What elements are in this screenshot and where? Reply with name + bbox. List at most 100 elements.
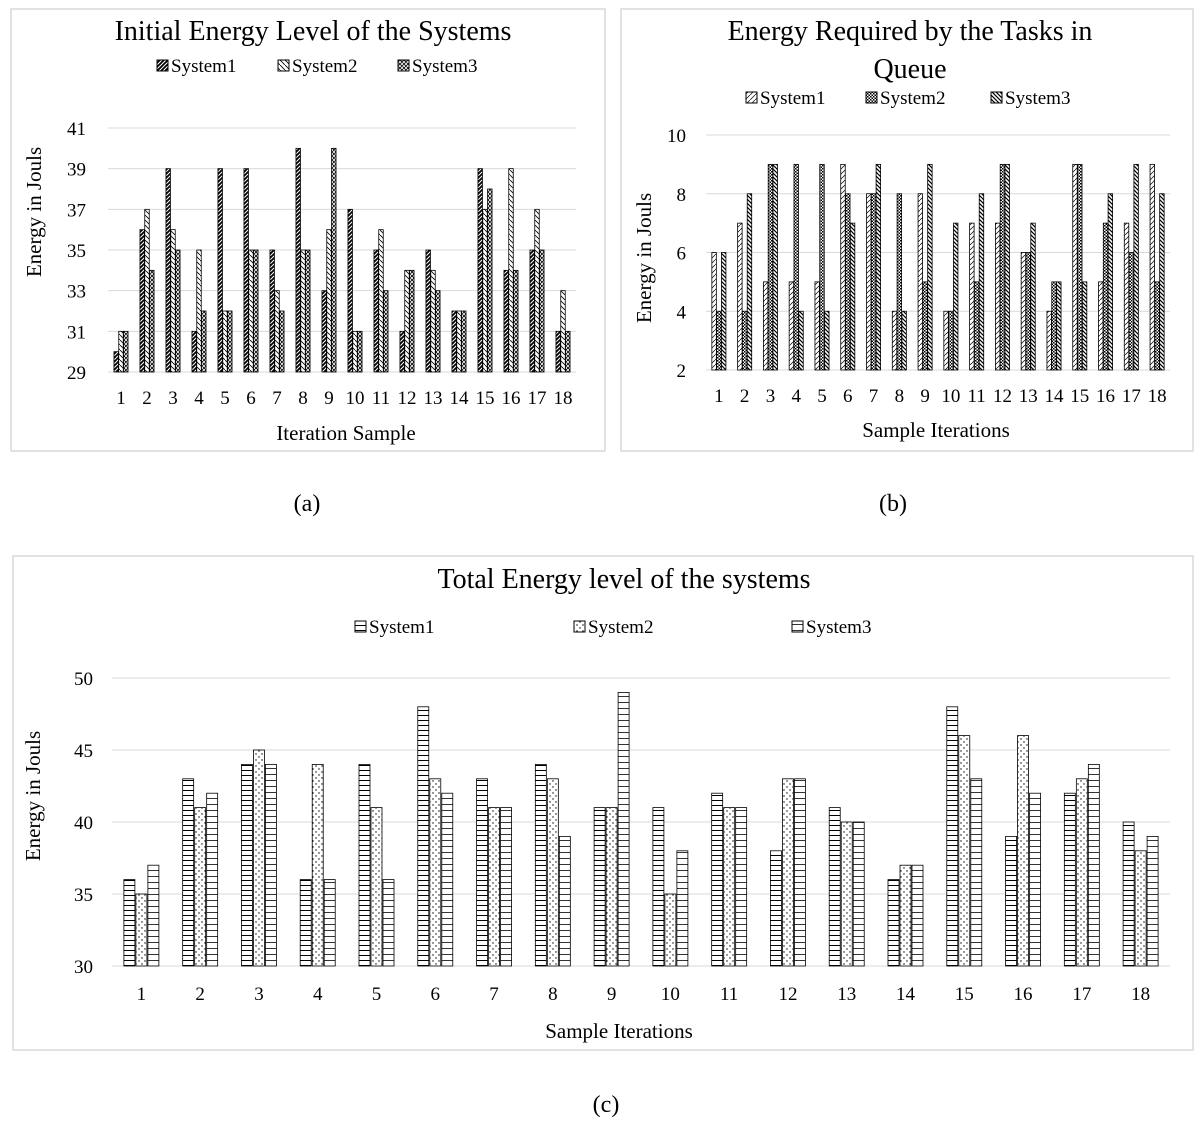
bar-system1 [321,290,327,373]
panel-a-frame [10,8,606,452]
x-tick-label: 14 [450,388,470,409]
y-tick-label: 4 [677,302,687,323]
bar-system1 [399,330,405,373]
x-tick-label: 14 [896,984,916,1005]
x-tick-label: 18 [554,388,573,409]
bar-system2 [1154,281,1160,371]
bar-system2 [767,163,774,371]
bar-system1 [788,281,795,371]
bar-system3 [382,879,395,967]
bar-system1 [165,168,171,373]
x-tick-label: 8 [298,388,308,409]
bar-system3 [824,310,830,371]
bar-system1 [529,249,535,373]
bar-system3 [409,269,415,373]
x-tick-label: 11 [968,386,986,407]
x-tick-label: 2 [195,984,205,1005]
bar-system2 [1075,778,1088,967]
bar-system3 [1133,163,1139,371]
bar-system2 [311,764,324,967]
x-tick-label: 9 [324,388,334,409]
bar-system3 [911,864,924,967]
bar-system3 [1056,281,1062,371]
bar-system1 [191,330,197,373]
y-tick-label: 40 [74,813,93,834]
legend-swatch-system1 [745,91,758,104]
bar-system3 [441,792,454,967]
x-tick-label: 8 [895,386,905,407]
x-tick-label: 1 [137,984,147,1005]
chart-title: Initial Energy Level of the Systems [115,16,512,47]
bar-system2 [1128,252,1134,371]
y-tick-label: 37 [67,200,86,221]
bar-system1 [1072,163,1078,371]
bar-system1 [943,310,949,371]
bar-system3 [676,850,689,967]
bar-system2 [782,778,794,967]
bar-system1 [711,252,717,371]
bar-system3 [175,249,181,373]
y-tick-label: 2 [677,361,687,382]
bar-system2 [922,281,928,371]
y-tick-label: 6 [677,244,687,265]
bar-system3 [772,163,778,371]
y-tick-label: 33 [67,282,86,303]
x-tick-label: 1 [116,388,126,409]
bar-system1 [476,778,488,967]
bar-system3 [558,836,571,967]
bar-system2 [144,208,150,373]
y-tick-label: 45 [74,741,93,762]
bar-system1 [969,222,975,371]
bar-system3 [123,330,129,373]
bar-system2 [560,290,566,373]
bar-system2 [845,193,851,371]
x-tick-label: 16 [502,388,521,409]
bar-system2 [248,249,254,373]
legend-label-system3: System3 [806,617,871,638]
x-tick-label: 18 [1148,386,1167,407]
bar-system3 [970,778,983,967]
bar-system3 [461,310,467,373]
bar-system3 [927,163,933,371]
bar-system1 [123,879,136,967]
bar-system2 [896,193,902,371]
y-tick-label: 35 [74,885,93,906]
x-tick-label: 15 [476,388,495,409]
legend-label-system3: System3 [1005,88,1070,109]
bar-system1 [139,229,145,373]
x-tick-label: 4 [313,984,323,1005]
legend-swatch-system2 [865,91,878,104]
bar-system3 [331,147,337,373]
bar-system3 [901,310,907,371]
bar-system2 [378,229,384,373]
y-axis-label: Energy in Jouls [21,731,45,861]
bar-system1 [737,222,743,371]
bar-system1 [534,764,547,967]
bar-system3 [539,249,545,373]
bar-system3 [1004,163,1010,371]
bar-system1 [652,807,665,967]
y-tick-label: 39 [67,160,86,181]
panel-b-frame [620,8,1194,452]
bar-system1 [451,310,457,373]
chart-title: Total Energy level of the systems [437,564,810,595]
bar-system1 [182,778,195,967]
panel-caption: (a) [294,491,321,517]
legend-label-system2: System2 [292,56,357,77]
bar-system3 [798,310,804,371]
bar-system3 [435,290,441,373]
bar-system2 [899,864,912,967]
bar-system2 [300,249,306,373]
bar-system2 [999,163,1006,371]
x-tick-label: 5 [817,386,827,407]
bar-system3 [794,778,806,967]
bar-system3 [1107,193,1114,371]
bar-system2 [508,168,514,373]
bar-system3 [147,864,160,967]
legend-label-system3: System3 [412,56,477,77]
y-tick-label: 35 [67,241,86,262]
bar-system2 [793,163,799,371]
chart-initial-energy: Initial Energy Level of the Systems Syste… [22,16,576,517]
bar-system3 [305,249,311,373]
